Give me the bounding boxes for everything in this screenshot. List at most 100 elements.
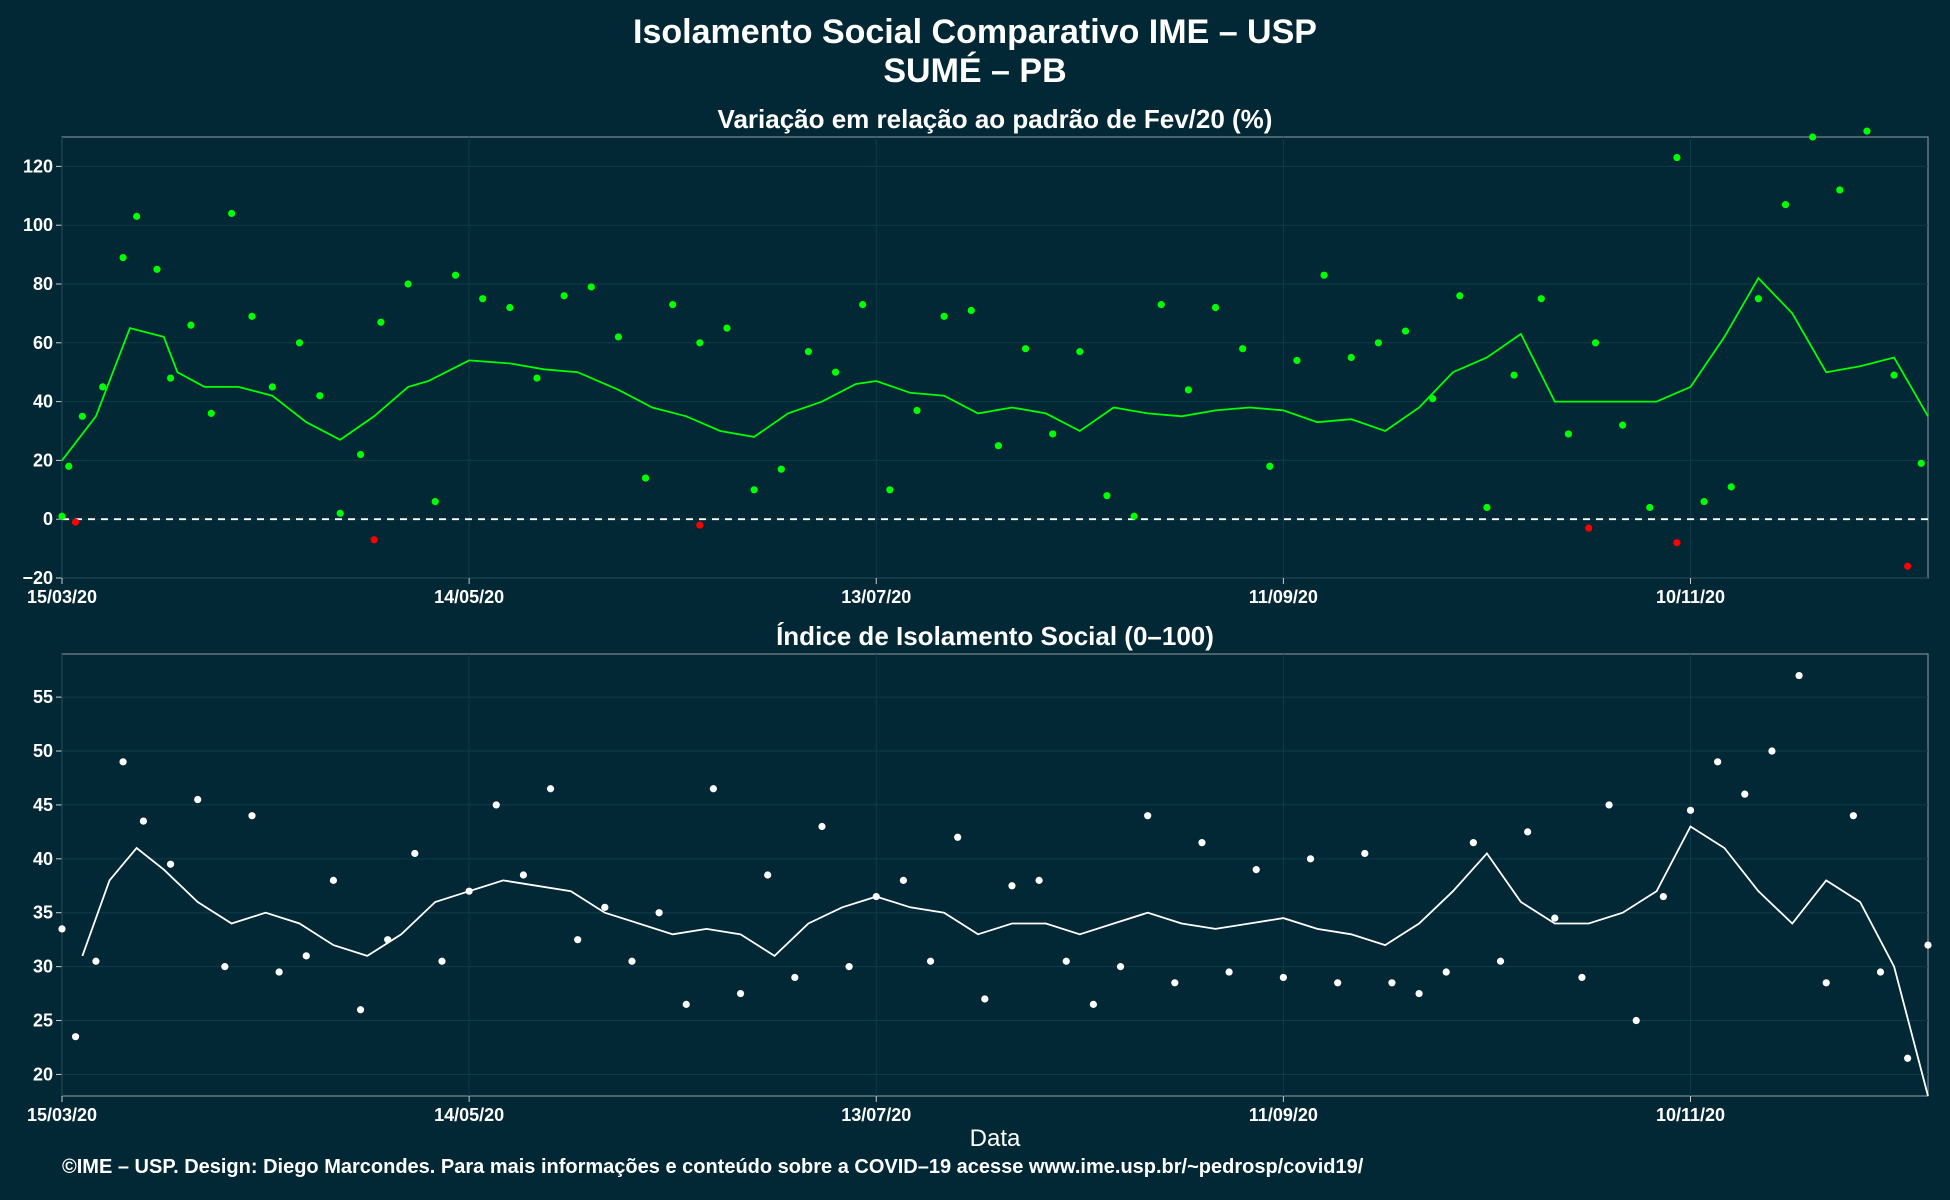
panel-title: Índice de Isolamento Social (0–100) [776, 621, 1214, 651]
data-point [777, 465, 785, 473]
data-point [1836, 186, 1844, 194]
data-point [913, 406, 921, 415]
data-point [1361, 849, 1369, 858]
data-point [1537, 295, 1545, 303]
data-point [1917, 459, 1925, 467]
chart-panel-2: Índice de Isolamento Social (0–100) 20 25 3… [27, 621, 1932, 1152]
data-point [1198, 839, 1206, 847]
data-point [1049, 430, 1057, 438]
data-point [641, 474, 650, 482]
data-point [78, 412, 86, 420]
data-point [859, 300, 867, 309]
data-point [981, 995, 989, 1003]
data-point [92, 957, 100, 965]
y-tick-label: 40 [33, 392, 53, 412]
data-point [119, 758, 127, 766]
data-point [316, 392, 324, 400]
data-point [302, 952, 310, 960]
data-point [194, 795, 202, 804]
data-point [1130, 512, 1138, 520]
x-tick-label: 11/09/20 [1249, 1105, 1318, 1125]
data-point [1673, 539, 1681, 547]
data-point [1741, 790, 1749, 798]
data-point [818, 822, 826, 831]
data-point [1469, 839, 1477, 847]
data-point [1225, 968, 1233, 976]
data-point [268, 383, 276, 391]
data-point [207, 409, 215, 417]
data-point [133, 212, 141, 220]
data-point [248, 312, 256, 320]
y-tick-label: 35 [33, 903, 53, 923]
data-point [356, 450, 365, 459]
data-point [560, 292, 568, 300]
data-point [533, 374, 541, 382]
data-point [886, 486, 894, 494]
data-point [1619, 421, 1627, 429]
data-point [655, 909, 663, 917]
data-point [1510, 371, 1518, 379]
data-point [574, 936, 582, 944]
data-point [58, 925, 66, 933]
data-point [1442, 968, 1450, 976]
y-tick-label: 20 [33, 450, 53, 470]
data-point [1211, 303, 1220, 312]
data-point [709, 785, 718, 793]
figure-title: Isolamento Social Comparativo IME – USP [633, 13, 1317, 51]
data-point [1890, 371, 1898, 379]
data-point [845, 963, 853, 971]
data-point [791, 973, 799, 982]
data-point [1795, 671, 1803, 680]
data-point [546, 785, 555, 793]
data-point [438, 957, 446, 965]
y-tick-label: 120 [23, 156, 53, 176]
data-point [899, 876, 907, 884]
data-point [696, 339, 704, 347]
data-point [1551, 914, 1559, 922]
data-point [601, 903, 609, 911]
chart-panel-1: Variação em relação ao padrão de Fev/20 … [22, 104, 1929, 607]
data-point [1496, 957, 1505, 965]
data-point [954, 833, 962, 841]
data-point [1849, 812, 1857, 820]
data-point [228, 209, 236, 218]
x-tick-label: 10/11/20 [1656, 587, 1725, 607]
data-point [994, 442, 1002, 450]
y-tick-label: 40 [33, 849, 53, 869]
data-point [1646, 503, 1654, 512]
data-point [1585, 524, 1593, 532]
x-tick-label: 13/07/20 [841, 587, 911, 607]
x-tick-label: 11/09/20 [1249, 587, 1318, 607]
data-point [669, 300, 677, 309]
data-point [221, 963, 229, 971]
data-point [1727, 483, 1735, 491]
data-point [1781, 201, 1790, 209]
data-point [1809, 133, 1817, 141]
data-point [275, 968, 283, 976]
data-point [628, 957, 636, 965]
y-tick-label: 100 [23, 215, 53, 235]
data-point [248, 812, 256, 820]
data-point [1035, 876, 1043, 884]
data-point [831, 368, 840, 376]
data-point [166, 374, 175, 382]
data-point [1144, 812, 1152, 820]
data-point [166, 860, 175, 868]
data-point [736, 989, 745, 998]
data-point [1089, 1000, 1097, 1008]
data-point [1483, 503, 1491, 512]
data-point [465, 887, 473, 895]
data-point [431, 497, 439, 506]
data-point [71, 518, 80, 526]
data-point [153, 265, 161, 273]
x-tick-label: 15/03/20 [27, 1105, 97, 1125]
data-point [1279, 973, 1287, 982]
data-point [1822, 979, 1830, 987]
data-point [451, 271, 460, 279]
data-point [139, 817, 148, 825]
data-point [356, 1006, 365, 1014]
data-point [295, 339, 304, 347]
x-tick-label: 14/05/20 [434, 587, 504, 607]
data-point [1062, 957, 1070, 965]
